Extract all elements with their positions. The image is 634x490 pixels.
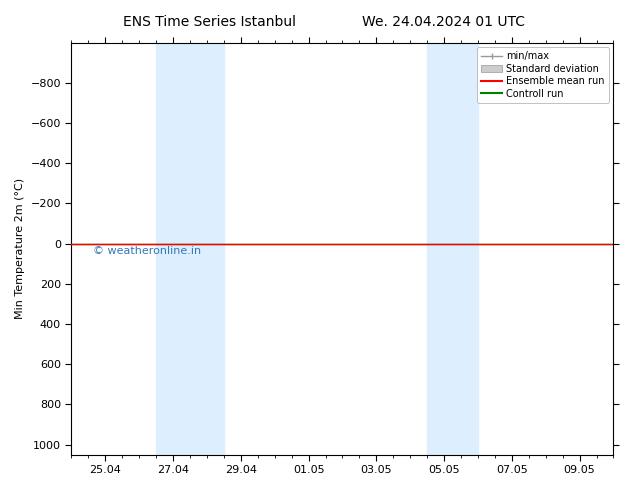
Text: We. 24.04.2024 01 UTC: We. 24.04.2024 01 UTC [362, 15, 526, 29]
Legend: min/max, Standard deviation, Ensemble mean run, Controll run: min/max, Standard deviation, Ensemble me… [477, 48, 609, 102]
Bar [156, 43, 224, 455]
Bar [427, 43, 478, 455]
Text: ENS Time Series Istanbul: ENS Time Series Istanbul [123, 15, 295, 29]
Y-axis label: Min Temperature 2m (°C): Min Temperature 2m (°C) [15, 178, 25, 319]
Text: © weatheronline.in: © weatheronline.in [93, 245, 201, 256]
